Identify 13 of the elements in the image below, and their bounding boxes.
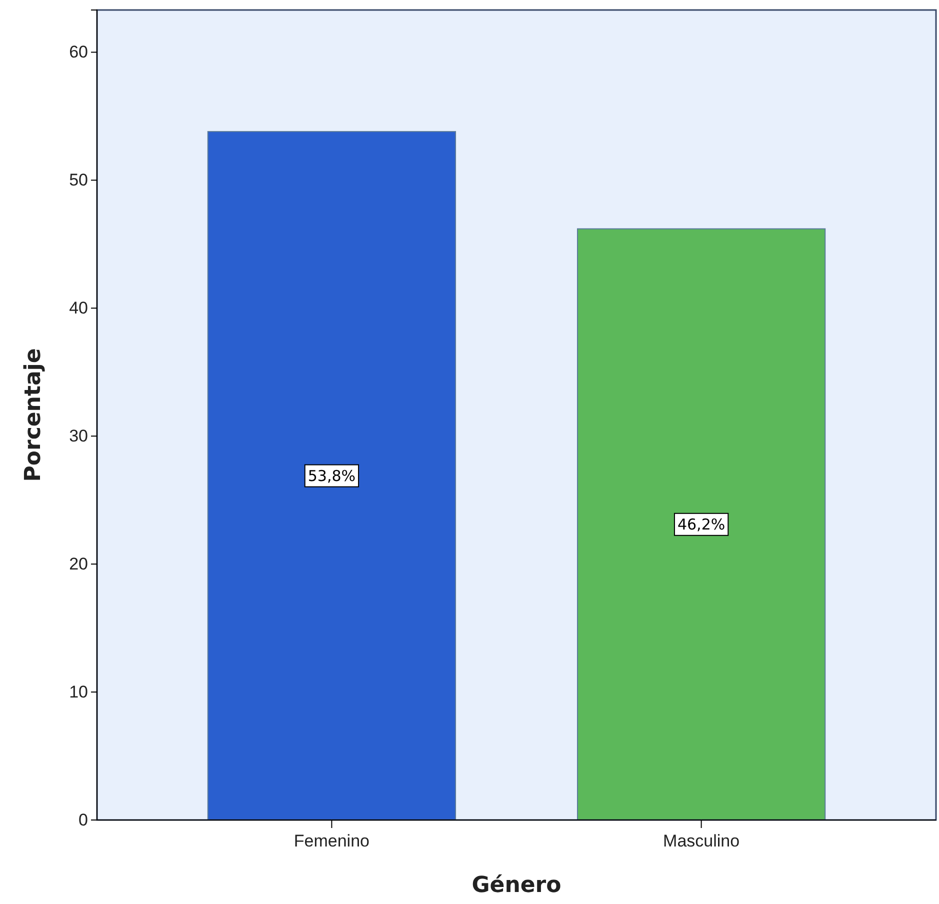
x-axis-title: Género bbox=[472, 873, 562, 898]
y-tick-label: 50 bbox=[69, 170, 88, 190]
x-tick-label: Masculino bbox=[663, 831, 740, 850]
y-tick-label: 60 bbox=[69, 42, 88, 62]
data-label: 53,8% bbox=[308, 466, 356, 485]
y-axis-title: Porcentaje bbox=[21, 348, 46, 482]
y-tick-label: 0 bbox=[78, 810, 88, 830]
y-tick-label: 40 bbox=[69, 298, 88, 318]
y-tick-label: 30 bbox=[69, 426, 88, 446]
y-tick-label: 20 bbox=[69, 554, 88, 574]
x-tick-label: Femenino bbox=[294, 831, 370, 850]
y-tick-label: 10 bbox=[69, 682, 88, 702]
data-label: 46,2% bbox=[677, 515, 726, 534]
